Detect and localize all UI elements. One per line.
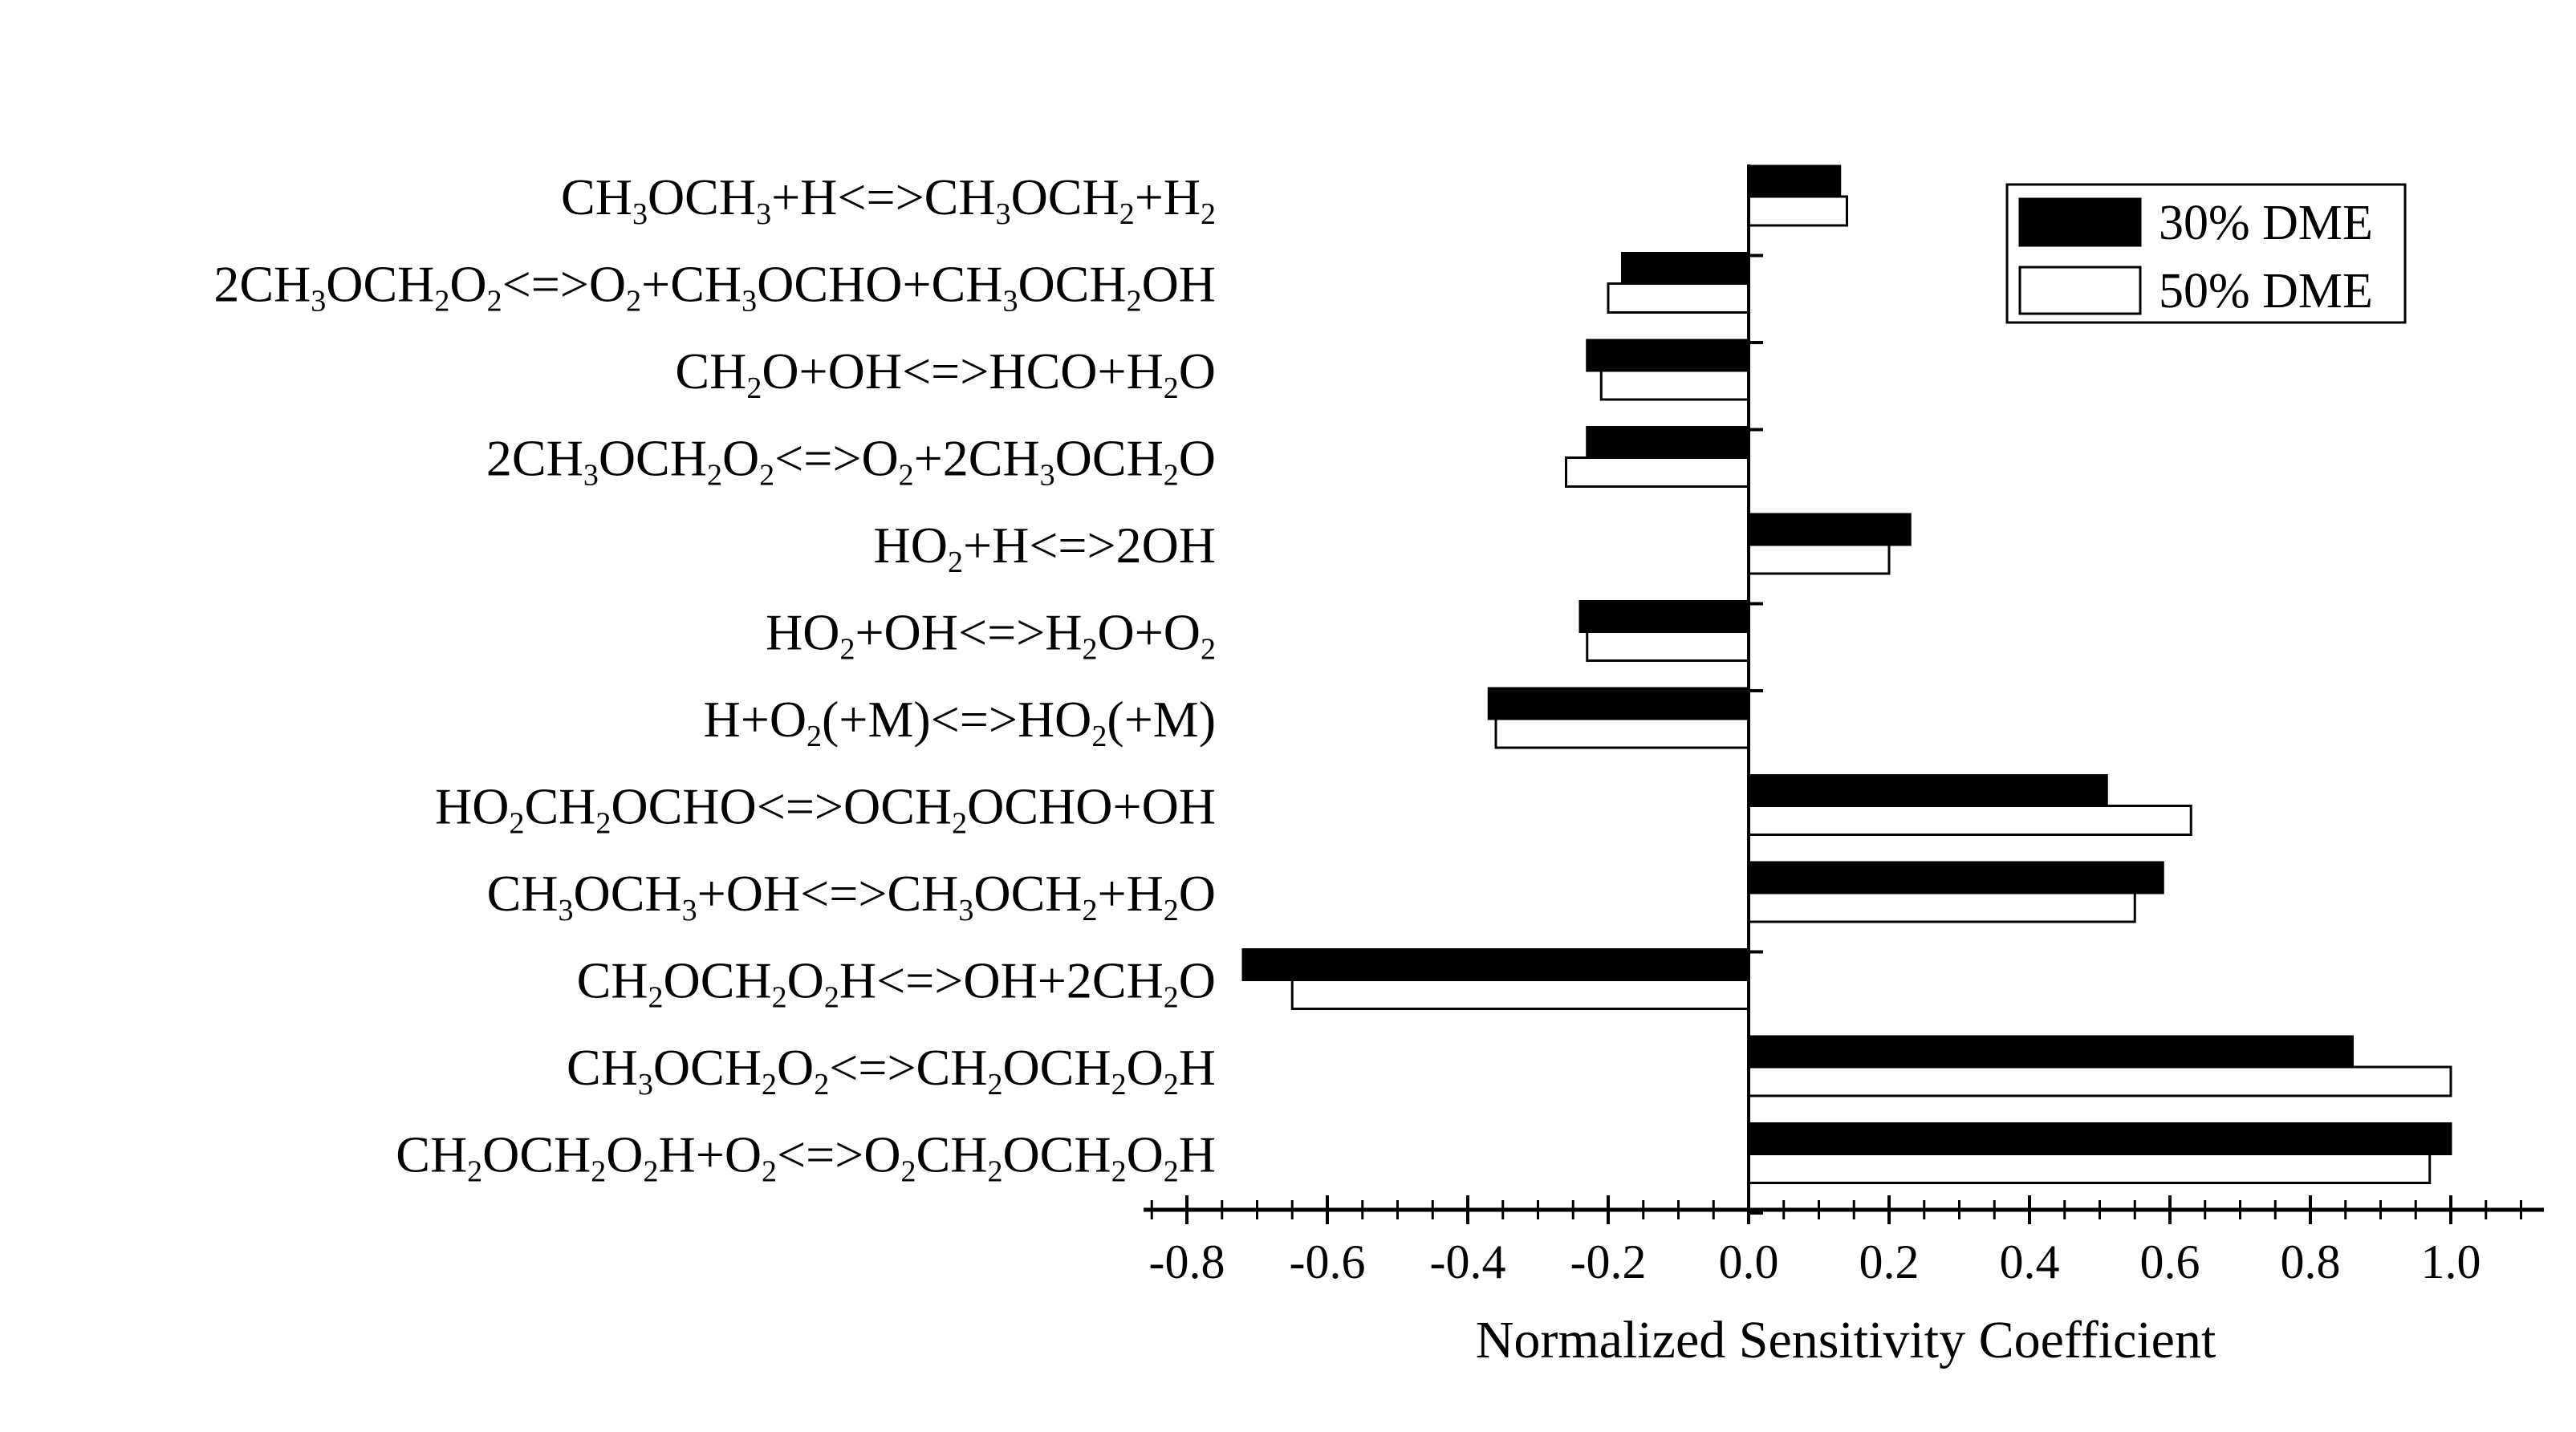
bar-30-dme-6 bbox=[1487, 687, 1750, 720]
x-tick-label: 0.8 bbox=[2281, 1235, 2341, 1288]
bar-50-dme-6 bbox=[1494, 717, 1750, 749]
bar-30-dme-9 bbox=[1241, 948, 1750, 981]
x-tick-label: -0.4 bbox=[1430, 1235, 1506, 1288]
bar-50-dme-10 bbox=[1747, 1065, 2452, 1097]
x-tick-label: 1.0 bbox=[2421, 1235, 2481, 1288]
bar-50-dme-0 bbox=[1747, 195, 1848, 227]
category-label-4: HO2+H<=>2OH bbox=[874, 517, 1216, 579]
bar-30-dme-8 bbox=[1747, 861, 2164, 894]
category-label-9: CH2OCH2O2H<=>OH+2CH2O bbox=[577, 952, 1216, 1015]
ticks-group: -0.8 -0.6 -0.4 -0.2 0.0 0.2 0.4 0.6 0.8 1.0 bbox=[1149, 167, 2522, 1288]
legend-label-50-dme: 50% DME bbox=[2159, 264, 2373, 318]
bar-30-dme-7 bbox=[1747, 774, 2108, 807]
bar-50-dme-11 bbox=[1747, 1153, 2432, 1184]
bar-50-dme-3 bbox=[1565, 456, 1750, 488]
x-tick-label: -0.8 bbox=[1149, 1235, 1225, 1288]
bar-30-dme-4 bbox=[1747, 513, 1912, 546]
bar-50-dme-9 bbox=[1290, 979, 1750, 1010]
category-label-11: CH2OCH2O2H+O2<=>O2CH2OCH2O2H bbox=[396, 1126, 1216, 1189]
bar-30-dme-5 bbox=[1579, 600, 1750, 633]
bar-50-dme-5 bbox=[1586, 631, 1750, 662]
bar-50-dme-8 bbox=[1747, 891, 2136, 923]
x-tick-label: -0.2 bbox=[1570, 1235, 1647, 1288]
bar-30-dme-3 bbox=[1586, 426, 1750, 459]
category-label-5: HO2+OH<=>H2O+O2 bbox=[766, 604, 1216, 667]
category-label-8: CH3OCH3+OH<=>CH3OCH2+H2O bbox=[487, 865, 1216, 927]
category-label-3: 2CH3OCH2O2<=>O2+2CH3OCH2O bbox=[486, 430, 1216, 493]
x-tick-label: 0.4 bbox=[2000, 1235, 2060, 1288]
bar-30-dme-11 bbox=[1747, 1122, 2452, 1155]
bar-30-dme-1 bbox=[1621, 252, 1750, 285]
legend: 30% DME 50% DME bbox=[2005, 183, 2407, 324]
bar-50-dme-2 bbox=[1599, 369, 1750, 401]
bar-30-dme-0 bbox=[1747, 164, 1842, 198]
category-label-0: CH3OCH3+H<=>CH3OCH2+H2 bbox=[561, 168, 1216, 231]
legend-swatch-50-dme bbox=[2018, 266, 2142, 315]
bar-30-dme-10 bbox=[1747, 1035, 2354, 1069]
legend-label-30-dme: 30% DME bbox=[2159, 196, 2373, 250]
category-label-6: H+O2(+M)<=>HO2(+M) bbox=[704, 691, 1217, 753]
category-label-2: CH2O+OH<=>HCO+H2O bbox=[675, 343, 1216, 405]
category-labels-group: CH3OCH3+H<=>CH3OCH2+H2 2CH3OCH2O2<=>O2+CH… bbox=[213, 168, 1216, 1189]
x-tick-label: 0.2 bbox=[1859, 1235, 1920, 1288]
x-tick-label: -0.6 bbox=[1290, 1235, 1366, 1288]
bar-50-dme-1 bbox=[1607, 282, 1750, 314]
legend-swatch-30-dme bbox=[2018, 197, 2142, 247]
bar-30-dme-2 bbox=[1586, 339, 1750, 372]
bar-50-dme-7 bbox=[1747, 805, 2192, 836]
x-axis-title: Normalized Sensitivity Coefficient bbox=[1476, 1311, 2216, 1369]
category-label-1: 2CH3OCH2O2<=>O2+CH3OCHO+CH3OCH2OH bbox=[213, 256, 1216, 318]
category-label-10: CH3OCH2O2<=>CH2OCH2O2H bbox=[567, 1039, 1216, 1101]
category-label-7: HO2CH2OCHO<=>OCH2OCHO+OH bbox=[435, 778, 1216, 841]
bar-50-dme-4 bbox=[1747, 543, 1891, 575]
x-tick-label: 0.0 bbox=[1719, 1235, 1779, 1288]
x-tick-label: 0.6 bbox=[2140, 1235, 2200, 1288]
bars-group bbox=[1241, 164, 2452, 1184]
